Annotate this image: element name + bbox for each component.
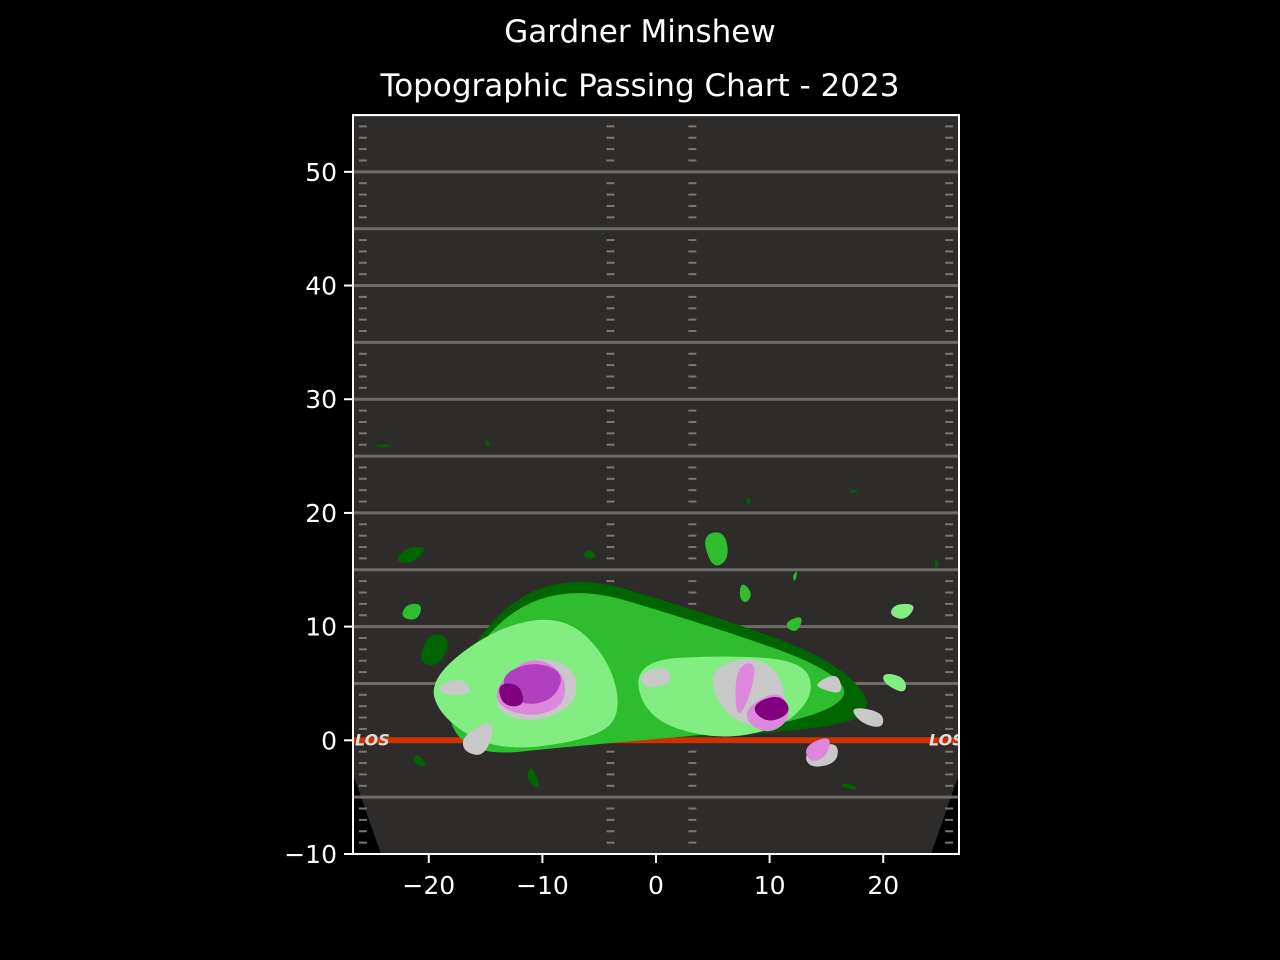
- chart-subtitle: Topographic Passing Chart - 2023: [380, 68, 900, 104]
- y-tick-label: 50: [305, 158, 337, 187]
- contour-level-4: [641, 668, 671, 687]
- contour-level-1: [850, 490, 859, 493]
- contour-level-2: [705, 532, 728, 566]
- contour-level-4: [853, 708, 884, 727]
- contour-level-4: [440, 679, 470, 695]
- contour-level-7: [499, 683, 524, 707]
- axes: −20 −10 0 10 20 −10 0 10 20 30 40 50: [284, 158, 899, 900]
- chart-title: Gardner Minshew: [504, 14, 776, 50]
- y-tick-label: 30: [305, 385, 337, 414]
- contour-level-3: [883, 673, 906, 692]
- contour-level-5: [735, 663, 755, 713]
- contour-level-1: [398, 547, 424, 564]
- contour-level-1: [841, 783, 857, 790]
- x-tick-label: 0: [648, 871, 664, 900]
- contour-level-7: [754, 696, 789, 721]
- contour-level-4: [817, 675, 842, 693]
- x-tick-label: −10: [516, 871, 569, 900]
- contour-level-1: [601, 231, 605, 236]
- y-tick-label: −10: [284, 840, 337, 869]
- x-tick-label: −20: [402, 871, 455, 900]
- field-corner-right: [930, 774, 959, 854]
- los-label-left: LOS: [355, 730, 390, 749]
- contour-level-1: [485, 440, 490, 447]
- contour-level-5: [806, 738, 830, 761]
- contour-level-1: [746, 497, 752, 504]
- contour-level-2: [402, 603, 421, 620]
- contour-level-1: [934, 560, 939, 568]
- contour-level-1: [413, 755, 426, 767]
- x-tick-label: 10: [754, 871, 786, 900]
- contour-level-1: [584, 549, 596, 559]
- contour-level-4: [462, 723, 493, 755]
- y-tick-label: 40: [305, 272, 337, 301]
- contour-level-2: [786, 617, 802, 631]
- contour-level-1: [421, 634, 448, 665]
- contour-level-2: [793, 571, 797, 581]
- contour-level-2: [739, 584, 751, 602]
- density-contours: [375, 231, 939, 790]
- y-tick-label: 10: [305, 613, 337, 642]
- x-tick-label: 20: [867, 871, 899, 900]
- contour-level-1: [527, 768, 539, 788]
- field-corner-left: [353, 774, 382, 854]
- y-tick-label: 0: [321, 726, 337, 755]
- los-label-right: LOS: [929, 730, 964, 749]
- y-tick-label: 20: [305, 499, 337, 528]
- contour-level-1: [375, 444, 391, 448]
- football-field: LOS LOS: [353, 115, 964, 854]
- contour-level-3: [891, 603, 914, 619]
